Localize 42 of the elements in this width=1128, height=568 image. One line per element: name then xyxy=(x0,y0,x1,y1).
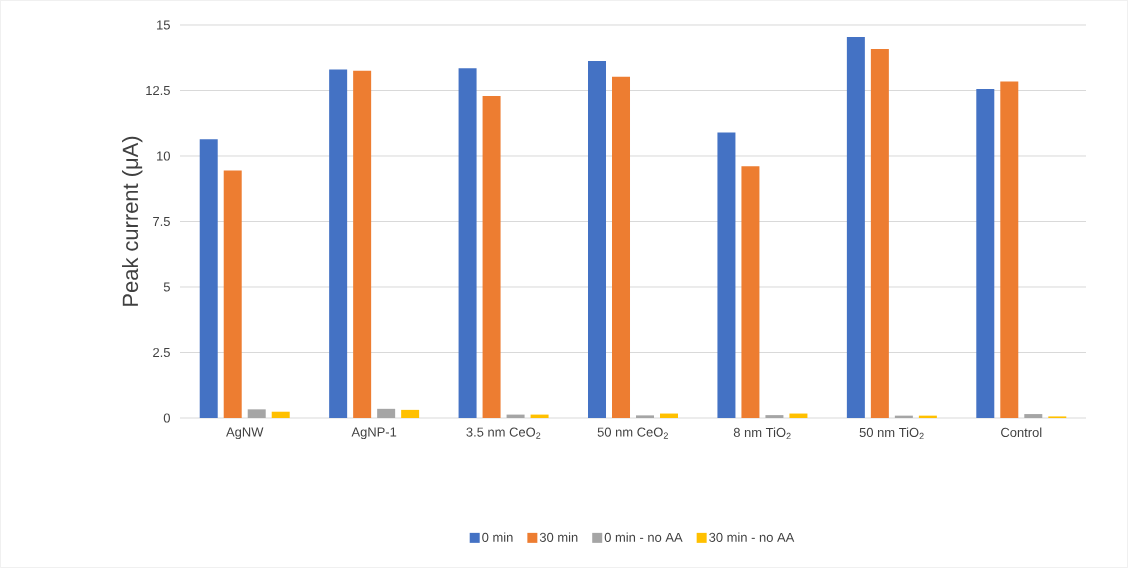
bar xyxy=(271,411,290,418)
bar xyxy=(329,69,348,418)
bar xyxy=(1024,414,1043,418)
bar xyxy=(846,37,865,418)
x-tick-label: 50 nm CeO$_{2}$ xyxy=(597,427,668,439)
bar xyxy=(765,415,784,418)
y-axis-title: Peak current (μA) xyxy=(122,136,143,306)
x-tick-label: 8 nm TiO$_{2}$ xyxy=(733,427,791,440)
legend-label: 30 min - no AA xyxy=(709,532,795,542)
bar xyxy=(353,70,372,418)
legend-label: 0 min - no AA xyxy=(604,532,683,542)
x-tick-label: AgNW xyxy=(226,427,264,440)
x-tick-label: AgNP-1 xyxy=(351,427,397,440)
bar xyxy=(717,132,736,418)
x-tick-label: 50 nm TiO$_{2}$ xyxy=(859,427,924,440)
bar xyxy=(247,409,266,418)
bar xyxy=(377,408,396,418)
y-tick-label: 5 xyxy=(163,282,170,292)
x-tick-label: Control xyxy=(1001,427,1042,438)
y-tick-label: 12.5 xyxy=(146,85,170,96)
bar xyxy=(199,139,218,418)
legend-label: 0 min xyxy=(482,532,513,542)
y-tick-label: 0 xyxy=(163,413,170,423)
bar xyxy=(401,409,420,418)
bar xyxy=(976,88,995,418)
bar xyxy=(588,60,606,418)
bar xyxy=(660,413,678,418)
legend-label: 30 min xyxy=(539,532,578,542)
x-tick-label: 3.5 nm CeO$_{2}$ xyxy=(466,427,541,439)
bar xyxy=(223,170,242,418)
bar xyxy=(612,76,630,418)
y-tick-label: 10 xyxy=(157,151,170,161)
y-tick-label: 2.5 xyxy=(153,347,170,358)
y-tick-label: 7.5 xyxy=(153,216,170,227)
bar xyxy=(636,415,654,418)
bar xyxy=(870,49,889,418)
bar xyxy=(482,96,501,418)
bar xyxy=(789,413,808,418)
bar xyxy=(741,166,760,418)
bar xyxy=(1000,81,1019,418)
y-tick-label: 15 xyxy=(157,20,170,30)
bar xyxy=(458,68,477,418)
